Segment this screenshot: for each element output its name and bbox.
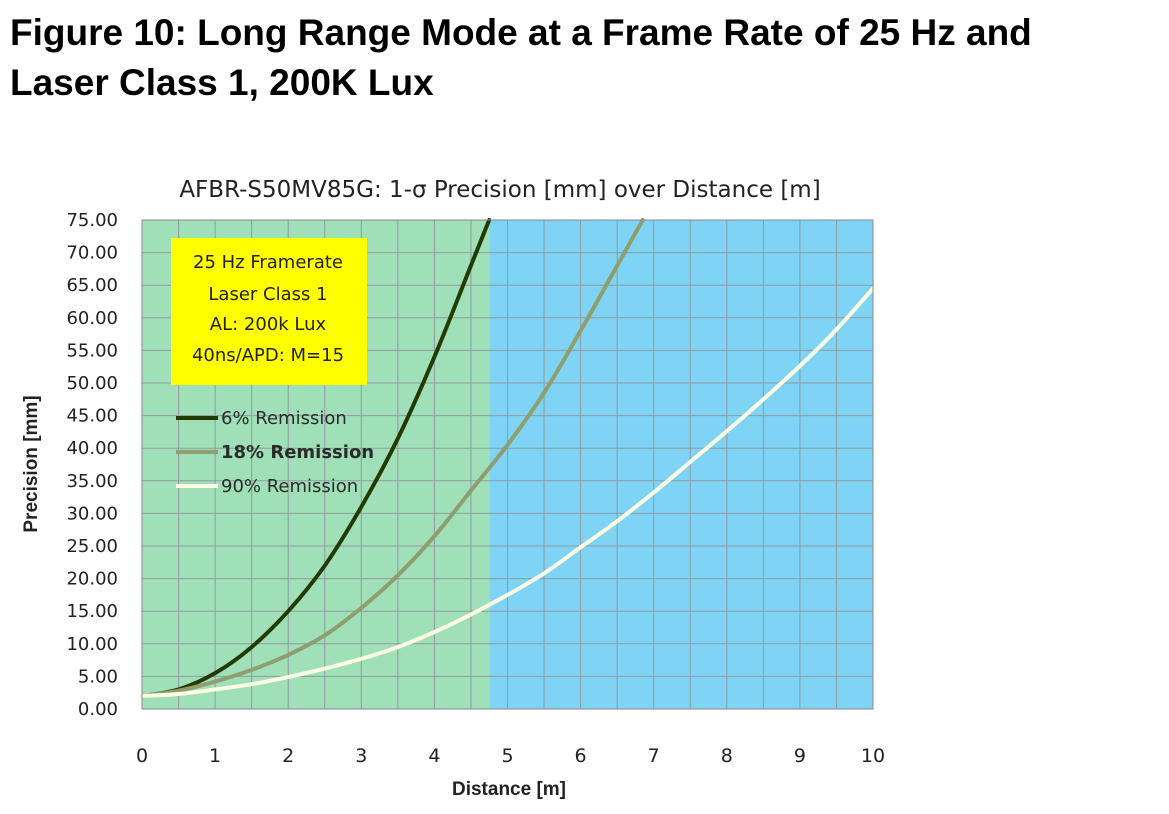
y-tick-label: 75.00 (66, 210, 118, 231)
x-tick-label: 10 (861, 745, 885, 767)
figure-title-line1: Figure 10: Long Range Mode at a Frame Ra… (10, 12, 1032, 53)
series-lines (140, 218, 875, 698)
y-tick-label: 30.00 (66, 503, 118, 524)
y-tick-label: 0.00 (78, 699, 118, 720)
figure-title: Figure 10: Long Range Mode at a Frame Ra… (10, 8, 1160, 108)
x-tick-label: 1 (209, 745, 221, 767)
y-tick-label: 65.00 (66, 275, 118, 296)
y-tick-label: 70.00 (66, 243, 118, 264)
x-tick-label: 0 (136, 745, 148, 767)
y-tick-label: 35.00 (66, 471, 118, 492)
annotation-line: AL: 200k Lux (210, 314, 327, 335)
annotation-line: 40ns/APD: M=15 (192, 345, 344, 366)
annotation-line: 25 Hz Framerate (193, 252, 343, 273)
y-tick-label: 55.00 (66, 340, 118, 361)
x-axis-label: Distance [m] (452, 779, 566, 800)
annotation-background (171, 238, 367, 385)
legend-label-2: 18% Remission (221, 442, 374, 463)
y-tick-label: 25.00 (66, 536, 118, 557)
y-tick-labels: 0.00 5.00 10.00 15.00 20.00 25.00 30.00 35.00 40… (66, 210, 118, 720)
y-tick-label: 60.00 (66, 308, 118, 329)
y-tick-label: 20.00 (66, 569, 118, 590)
legend-label-1: 6% Remission (221, 408, 347, 429)
x-tick-label: 9 (794, 745, 806, 767)
legend: 6% Remission 18% Remission 90% Remission (176, 408, 374, 497)
series-line-3 (140, 286, 875, 698)
annotation-line: Laser Class 1 (208, 284, 327, 305)
y-tick-label: 5.00 (78, 666, 118, 687)
y-tick-label: 10.00 (66, 634, 118, 655)
x-tick-label: 5 (501, 745, 513, 767)
series-line-1 (140, 218, 492, 698)
chart-title: AFBR-S50MV85G: 1-σ Precision [mm] over D… (179, 177, 820, 203)
background-region (489, 220, 873, 709)
series-line-2 (140, 218, 645, 698)
annotation-box: 25 Hz Framerate Laser Class 1 AL: 200k L… (171, 238, 367, 385)
y-tick-label: 40.00 (66, 438, 118, 459)
y-tick-label: 50.00 (66, 373, 118, 394)
y-tick-label: 15.00 (66, 601, 118, 622)
figure-title-line2: Laser Class 1, 200K Lux (10, 62, 434, 103)
x-tick-label: 7 (648, 745, 660, 767)
x-tick-label: 4 (428, 745, 440, 767)
x-tick-label: 8 (721, 745, 733, 767)
y-axis-label: Precision [mm] (21, 395, 42, 532)
x-tick-label: 6 (575, 745, 587, 767)
x-tick-label: 2 (282, 745, 294, 767)
legend-label-3: 90% Remission (221, 476, 358, 497)
y-tick-label: 45.00 (66, 406, 118, 427)
plot-frame (141, 219, 874, 710)
x-tick-label: 3 (355, 745, 367, 767)
x-tick-labels: 0 1 2 3 4 5 6 7 8 9 10 (136, 745, 885, 767)
